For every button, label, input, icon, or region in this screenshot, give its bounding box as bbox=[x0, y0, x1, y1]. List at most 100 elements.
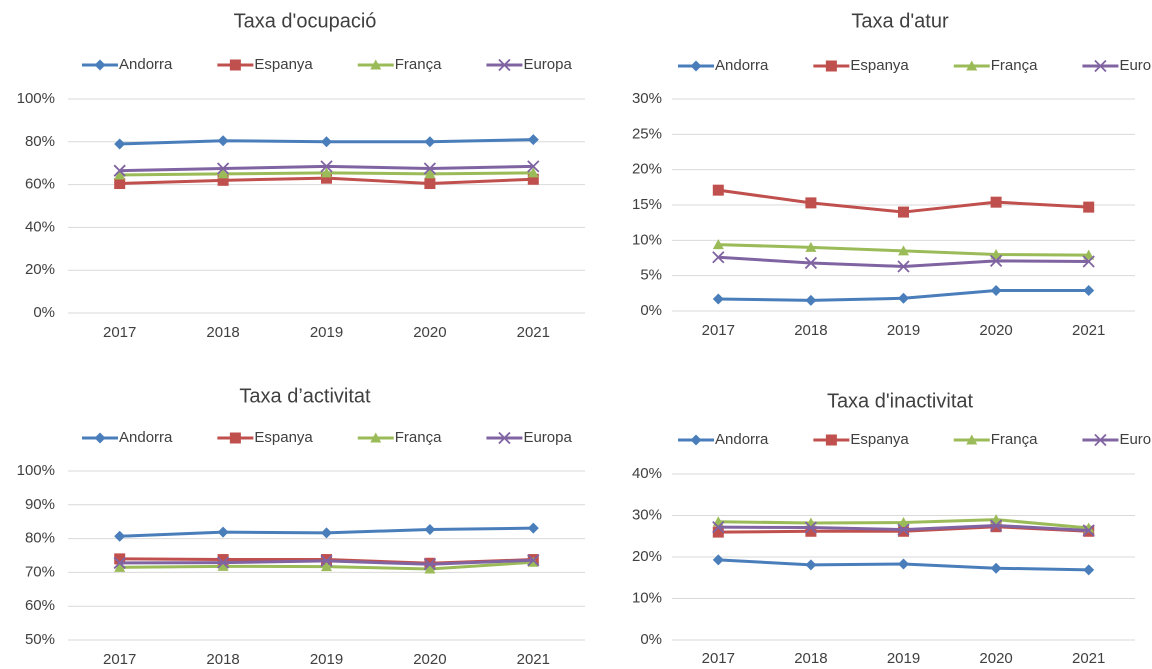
marker bbox=[217, 560, 229, 571]
legend-label: Espanya bbox=[254, 429, 313, 446]
y-tick-label: 20% bbox=[632, 161, 662, 178]
y-tick-label: 90% bbox=[25, 496, 55, 513]
legend-item: Europa bbox=[486, 56, 572, 73]
legend-label: França bbox=[395, 56, 442, 73]
marker bbox=[217, 135, 229, 147]
y-tick-label: 100% bbox=[17, 90, 55, 107]
x-tick-label: 2021 bbox=[517, 324, 550, 341]
x-tick-label: 2018 bbox=[206, 651, 239, 668]
y-tick-label: 20% bbox=[632, 548, 662, 565]
x-tick-label: 2017 bbox=[103, 651, 136, 668]
marker bbox=[321, 167, 332, 178]
marker bbox=[805, 294, 817, 306]
marker bbox=[1083, 201, 1095, 213]
x-tick-label: 2017 bbox=[702, 322, 735, 339]
marker bbox=[1083, 564, 1095, 576]
legend-item: Andorra bbox=[678, 57, 769, 74]
marker bbox=[966, 60, 978, 71]
legend-item: Europa bbox=[1082, 431, 1152, 448]
y-tick-label: 10% bbox=[632, 589, 662, 606]
marker bbox=[527, 173, 539, 185]
marker bbox=[424, 563, 436, 574]
legend-label: Espanya bbox=[850, 431, 909, 448]
marker bbox=[217, 526, 229, 538]
marker bbox=[804, 256, 818, 270]
marker bbox=[527, 554, 540, 567]
marker bbox=[1083, 249, 1095, 260]
y-tick-label: 30% bbox=[632, 506, 662, 523]
legend-label: Andorra bbox=[715, 57, 769, 74]
legend-label: Europa bbox=[1119, 57, 1152, 74]
y-tick-label: 0% bbox=[33, 304, 55, 321]
y-tick-label: 80% bbox=[25, 133, 55, 150]
marker bbox=[805, 197, 817, 209]
legend-item: Espanya bbox=[217, 56, 313, 73]
marker bbox=[229, 432, 241, 444]
legend-label: Europa bbox=[523, 429, 572, 446]
legend-item: França bbox=[953, 57, 1038, 74]
marker bbox=[898, 558, 909, 570]
legend-item: França bbox=[357, 56, 442, 73]
marker bbox=[498, 431, 511, 445]
y-tick-label: 100% bbox=[17, 462, 55, 479]
marker bbox=[424, 168, 436, 179]
marker bbox=[966, 434, 978, 445]
marker bbox=[424, 523, 436, 535]
y-tick-label: 15% bbox=[632, 196, 662, 213]
chart: Taxa d'inactivitat 0% 10% 20% 30% 40% 2017 2018… bbox=[632, 390, 1152, 667]
marker bbox=[320, 160, 333, 173]
marker bbox=[229, 59, 241, 71]
marker bbox=[898, 517, 909, 528]
legend-label: Espanya bbox=[254, 56, 313, 73]
marker bbox=[114, 530, 126, 542]
legend-label: Andorra bbox=[119, 56, 173, 73]
chart-title: Taxa d'ocupació bbox=[234, 10, 377, 32]
marker bbox=[424, 136, 436, 148]
x-tick-label: 2018 bbox=[794, 322, 827, 339]
marker bbox=[114, 178, 126, 190]
y-tick-label: 25% bbox=[632, 125, 662, 142]
y-tick-label: 10% bbox=[632, 231, 662, 248]
marker bbox=[527, 134, 539, 146]
marker bbox=[527, 556, 539, 567]
marker bbox=[712, 520, 725, 534]
marker bbox=[216, 556, 230, 569]
marker bbox=[712, 184, 724, 196]
x-tick-label: 2020 bbox=[413, 324, 446, 341]
marker bbox=[989, 519, 1003, 532]
marker bbox=[898, 245, 909, 256]
y-tick-label: 5% bbox=[640, 267, 662, 284]
marker bbox=[1083, 285, 1095, 297]
x-tick-label: 2020 bbox=[413, 651, 446, 668]
marker bbox=[825, 60, 837, 72]
x-tick-label: 2019 bbox=[310, 324, 343, 341]
marker bbox=[217, 174, 229, 186]
marker bbox=[712, 251, 725, 264]
marker bbox=[1082, 255, 1095, 268]
marker bbox=[990, 285, 1002, 297]
marker bbox=[424, 178, 436, 190]
marker bbox=[989, 254, 1003, 267]
marker bbox=[321, 561, 332, 572]
legend-label: Espanya bbox=[850, 57, 909, 74]
legend-label: França bbox=[991, 57, 1038, 74]
marker bbox=[804, 521, 818, 534]
legend-label: França bbox=[395, 429, 442, 446]
marker bbox=[690, 434, 702, 446]
y-tick-label: 0% bbox=[640, 631, 662, 648]
legend-item: França bbox=[357, 429, 442, 446]
y-tick-label: 50% bbox=[25, 631, 55, 648]
marker bbox=[113, 556, 126, 570]
marker bbox=[897, 260, 910, 273]
y-tick-label: 0% bbox=[640, 302, 662, 319]
legend-item: Espanya bbox=[217, 429, 313, 446]
marker bbox=[990, 248, 1002, 259]
marker bbox=[423, 558, 437, 571]
x-tick-label: 2021 bbox=[517, 651, 550, 668]
x-tick-label: 2019 bbox=[310, 651, 343, 668]
marker bbox=[825, 434, 837, 446]
legend-label: Andorra bbox=[715, 431, 769, 448]
marker bbox=[990, 196, 1002, 208]
marker bbox=[94, 59, 106, 71]
